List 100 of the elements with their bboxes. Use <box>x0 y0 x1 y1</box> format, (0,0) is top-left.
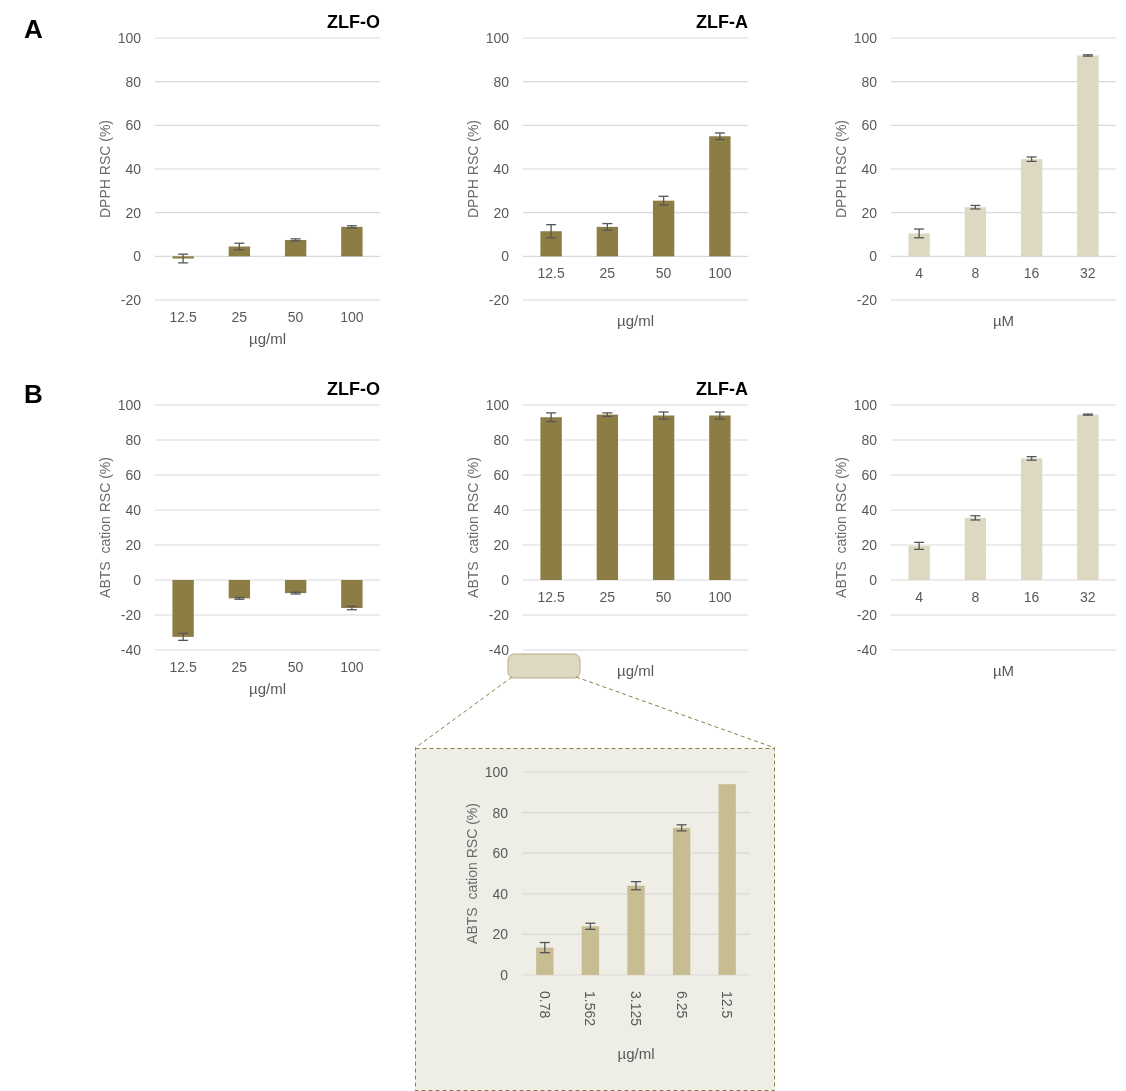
x-tick-label: 3.125 <box>628 991 644 1027</box>
chart-title: ZLF-A <box>696 12 748 32</box>
y-tick-label: 100 <box>484 763 509 780</box>
y-tick-label: 60 <box>861 117 878 134</box>
x-tick-label: 25 <box>231 309 248 325</box>
y-tick-label: -20 <box>120 291 142 308</box>
y-tick-label: 20 <box>493 536 510 553</box>
chart-title: ZLF-A <box>696 379 748 399</box>
x-tick-label: 100 <box>708 265 732 282</box>
x-tick-label: 32 <box>1080 265 1096 282</box>
y-tick-label: 0 <box>500 966 509 983</box>
text: B <box>24 379 43 409</box>
x-axis-title: µg/ml <box>249 680 286 697</box>
x-axis-title: µM <box>992 662 1015 679</box>
x-tick-label: 16 <box>1023 265 1040 282</box>
x-tick-label: 6.25 <box>673 991 690 1019</box>
x-axis-title: µg/ml <box>617 312 654 329</box>
x-tick-label: 4 <box>915 589 924 605</box>
y-tick-label: 100 <box>485 29 510 46</box>
x-tick-label: 8 <box>971 265 980 282</box>
text: A <box>24 14 43 44</box>
y-tick-label: 100 <box>485 396 510 413</box>
y-tick-label: 60 <box>493 117 510 134</box>
x-tick-label: 25 <box>599 265 616 282</box>
x-tick-label: 0.78 <box>536 991 553 1019</box>
x-tick-label: 100 <box>340 309 364 325</box>
y-tick-label: 80 <box>493 431 510 448</box>
x-axis-title: µg/ml <box>249 330 286 347</box>
y-tick-label: 0 <box>133 248 142 265</box>
y-axis-title: ABTS cation RSC (%) <box>465 457 481 598</box>
y-tick-label: 100 <box>853 396 878 413</box>
y-tick-label: 40 <box>861 160 878 177</box>
x-tick-label: 25 <box>599 589 616 605</box>
y-tick-label: 40 <box>125 160 142 177</box>
x-tick-label: 8 <box>971 589 980 605</box>
y-tick-label: -20 <box>120 606 142 623</box>
y-tick-label: 80 <box>125 431 142 448</box>
y-axis-title: ABTS cation RSC (%) <box>833 457 849 598</box>
y-tick-label: 60 <box>125 466 142 483</box>
y-tick-label: 60 <box>492 845 509 862</box>
y-tick-label: -40 <box>120 641 142 658</box>
y-axis-title: DPPH RSC (%) <box>97 119 113 219</box>
y-tick-label: 0 <box>501 571 510 588</box>
y-tick-label: 0 <box>133 571 142 588</box>
x-tick-label: 12.5 <box>169 309 197 325</box>
y-tick-label: 80 <box>493 73 510 90</box>
x-axis-title: µM <box>992 312 1015 329</box>
x-axis-title: µg/ml <box>617 662 654 679</box>
y-tick-label: 40 <box>493 501 510 518</box>
x-tick-label: 16 <box>1023 589 1040 605</box>
y-tick-label: 80 <box>861 73 878 90</box>
y-tick-label: 0 <box>869 248 878 265</box>
y-axis-title: ABTS cation RSC (%) <box>464 803 480 944</box>
y-tick-label: -20 <box>856 291 878 308</box>
y-tick-label: -20 <box>856 606 878 623</box>
y-tick-label: 100 <box>117 396 142 413</box>
x-tick-label: 50 <box>287 309 304 325</box>
x-tick-label: 25 <box>231 659 248 675</box>
y-tick-label: 80 <box>125 73 142 90</box>
y-tick-label: 20 <box>125 536 142 553</box>
y-tick-label: 40 <box>492 885 509 902</box>
x-tick-label: 50 <box>655 589 672 605</box>
x-tick-label: 12.5 <box>169 659 197 675</box>
y-tick-label: 0 <box>501 248 510 265</box>
y-tick-label: 60 <box>493 466 510 483</box>
x-tick-label: 100 <box>708 589 732 605</box>
chart-title: ZLF-O <box>327 379 380 399</box>
x-tick-label: 12.5 <box>537 265 565 282</box>
x-tick-label: 50 <box>287 659 304 675</box>
x-tick-label: 4 <box>915 265 924 282</box>
y-tick-label: 0 <box>869 571 878 588</box>
y-axis-title: DPPH RSC (%) <box>833 119 849 219</box>
y-tick-label: 40 <box>861 501 878 518</box>
y-tick-label: 80 <box>492 804 509 821</box>
chart-title: ZLF-O <box>327 12 380 32</box>
y-tick-label: 20 <box>492 926 509 943</box>
x-tick-label: 12.5 <box>719 991 736 1019</box>
x-tick-label: 12.5 <box>537 589 565 605</box>
y-tick-label: 20 <box>493 204 510 221</box>
y-tick-label: 40 <box>493 160 510 177</box>
y-tick-label: -40 <box>488 641 510 658</box>
y-tick-label: 20 <box>125 204 142 221</box>
y-tick-label: -20 <box>488 291 510 308</box>
y-axis-title: DPPH RSC (%) <box>465 119 481 219</box>
y-tick-label: 40 <box>125 501 142 518</box>
y-tick-label: -20 <box>488 606 510 623</box>
y-tick-label: 60 <box>125 117 142 134</box>
x-tick-label: 32 <box>1080 589 1096 605</box>
y-tick-label: 100 <box>117 29 142 46</box>
y-tick-label: 80 <box>861 431 878 448</box>
x-axis-title: µg/ml <box>617 1045 655 1062</box>
y-tick-label: 60 <box>861 466 878 483</box>
x-tick-label: 50 <box>655 265 672 282</box>
y-axis-title: ABTS cation RSC (%) <box>97 457 113 598</box>
y-tick-label: 20 <box>861 536 878 553</box>
y-tick-label: 20 <box>861 204 878 221</box>
y-tick-label: 100 <box>853 29 878 46</box>
x-tick-label: 100 <box>340 659 364 675</box>
x-tick-label: 1.562 <box>582 991 599 1027</box>
y-tick-label: -40 <box>856 641 878 658</box>
